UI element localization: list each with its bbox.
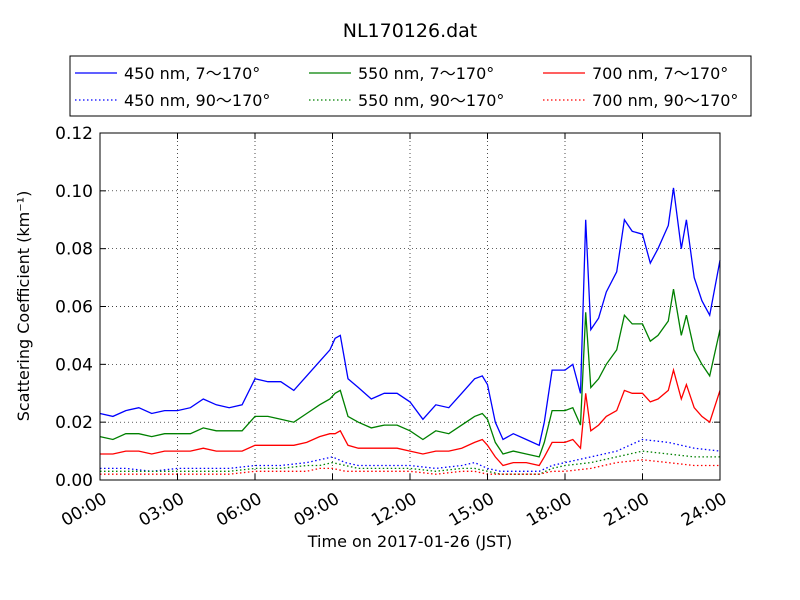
x-tick-label: 15:00 [446,489,498,531]
series-line-5 [100,459,720,475]
y-tick-label: 0.12 [55,124,93,144]
x-tick-label: 09:00 [291,489,343,531]
legend-label-0: 450 nm, 7～170° [124,64,260,83]
ticks: 0.00 0.02 0.04 0.06 0.08 0.10 0.12 00:00 03:00 06… [55,124,730,531]
x-tick-label: 06:00 [213,489,265,531]
legend-label-5: 700 nm, 90～170° [592,91,738,110]
y-tick-label: 0.10 [55,182,93,202]
x-tick-label: 03:00 [136,489,188,531]
y-tick-label: 0.06 [55,298,93,318]
y-tick-label: 0.04 [55,355,93,375]
y-tick-label: 0.00 [55,471,93,491]
x-tick-label: 00:00 [58,489,110,531]
series-layer [99,187,721,475]
y-axis-label: Scattering Coefficient (km⁻¹) [14,191,33,422]
x-tick-label: 24:00 [678,489,730,531]
x-tick-label: 21:00 [601,489,653,531]
legend-label-4: 700 nm, 7～170° [592,64,728,83]
grid [99,132,721,481]
chart-title: NL170126.dat [343,20,478,42]
series-line-2 [99,288,721,458]
legend: 450 nm, 7～170° 550 nm, 7～170° 700 nm, 7～17… [69,55,752,117]
x-tick-label: 18:00 [523,489,575,531]
legend-box [69,55,752,117]
series-line-1 [100,438,721,472]
legend-label-3: 550 nm, 90～170° [358,91,504,110]
x-axis-label: Time on 2017-01-26 (JST) [307,532,512,551]
series-line-0 [99,187,721,447]
x-tick-label: 12:00 [368,489,420,531]
series-line-4 [100,367,721,467]
series-line-3 [100,450,720,475]
y-tick-label: 0.02 [55,413,93,433]
y-tick-label: 0.08 [55,240,93,260]
legend-label-2: 550 nm, 7～170° [358,64,494,83]
legend-label-1: 450 nm, 90～170° [124,91,270,110]
